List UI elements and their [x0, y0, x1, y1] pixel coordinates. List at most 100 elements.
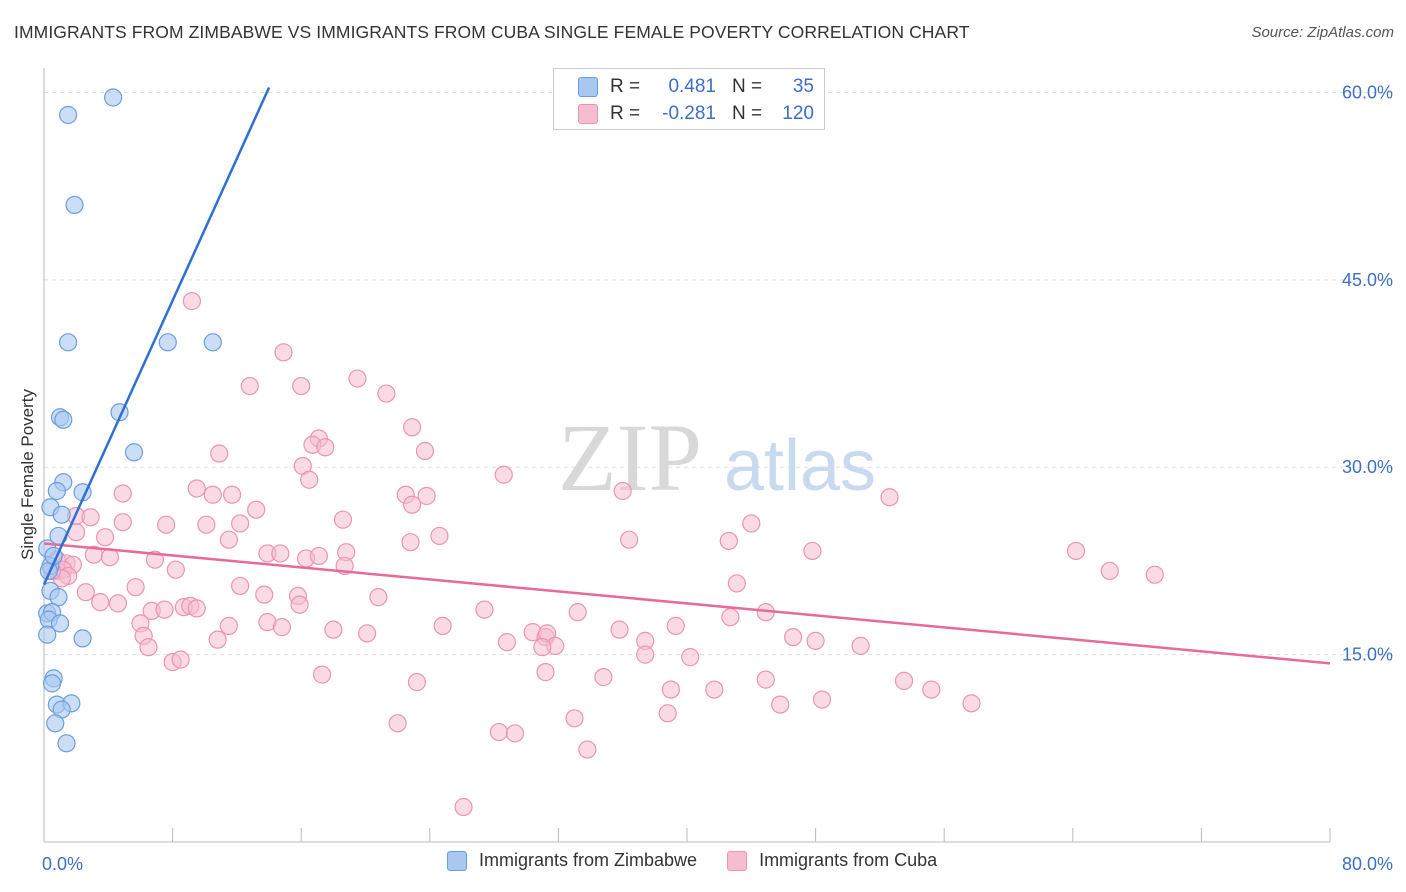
- cuba-point: [962, 694, 981, 713]
- cuba-point: [497, 633, 517, 652]
- cuba-point: [95, 528, 115, 547]
- r-value-cuba: -0.281: [662, 103, 716, 124]
- n-label: N =: [732, 76, 763, 97]
- cuba-swatch: [578, 104, 598, 124]
- cuba-point: [290, 595, 309, 614]
- zimbabwe-trend-line: [42, 86, 271, 586]
- cuba-point: [113, 513, 132, 532]
- cuba-point: [187, 479, 206, 498]
- legend-item-zimbabwe[interactable]: Immigrants from Zimbabwe: [447, 850, 697, 871]
- cuba-point: [433, 616, 452, 635]
- cuba-point: [210, 444, 229, 463]
- cuba-point: [219, 616, 238, 635]
- y-axis-label: Single Female Poverty: [18, 388, 37, 560]
- zimbabwe-points: [38, 88, 222, 753]
- cuba-point: [401, 533, 420, 552]
- cuba-point: [489, 722, 509, 742]
- zimbabwe-point: [42, 674, 62, 693]
- legend-label-cuba: Immigrants from Cuba: [759, 850, 938, 870]
- cuba-point: [292, 376, 311, 396]
- cuba-point: [803, 541, 822, 561]
- zimbabwe-point: [57, 734, 76, 753]
- cuba-point: [1066, 541, 1086, 561]
- x-tick-label: 80.0%: [1342, 854, 1393, 874]
- cuba-point: [565, 709, 584, 728]
- cuba-point: [247, 500, 266, 519]
- cuba-point: [851, 636, 870, 655]
- cuba-point: [505, 724, 525, 743]
- cuba-point: [661, 680, 681, 699]
- cuba-point: [536, 663, 555, 682]
- zimbabwe-point: [50, 614, 70, 633]
- cuba-point: [610, 620, 629, 639]
- cuba-point: [922, 680, 941, 699]
- cuba-point: [756, 670, 775, 689]
- cuba-point: [171, 650, 190, 669]
- source-note: Source: ZipAtlas.com: [1251, 24, 1394, 41]
- cuba-point: [681, 648, 700, 667]
- cuba-point: [272, 618, 292, 637]
- n-value-zimbabwe: 35: [792, 76, 814, 97]
- cuba-point: [377, 384, 396, 403]
- cuba-point: [312, 665, 332, 684]
- cuba-point: [316, 438, 335, 457]
- stats-row-cuba: R = -0.281 N = 120: [578, 101, 814, 127]
- zimbabwe-point: [158, 333, 177, 352]
- zimbabwe-point: [49, 588, 68, 607]
- cuba-point: [255, 585, 274, 604]
- cuba-point: [155, 600, 174, 619]
- cuba-point: [620, 530, 639, 549]
- y-tick-label: 60.0%: [1342, 82, 1393, 102]
- cuba-point: [666, 616, 685, 635]
- cuba-point: [430, 526, 449, 546]
- cuba-trend-line: [43, 542, 1331, 665]
- r-label: R =: [610, 76, 641, 97]
- cuba-point: [812, 690, 832, 709]
- legend-item-cuba[interactable]: Immigrants from Cuba: [727, 850, 937, 871]
- cuba-point: [113, 484, 132, 503]
- cuba-point: [203, 485, 222, 504]
- cuba-point: [309, 546, 328, 566]
- cuba-point: [1100, 561, 1119, 581]
- r-value-zimbabwe: 0.481: [668, 76, 716, 97]
- n-label: N =: [732, 103, 763, 124]
- zimbabwe-point: [38, 625, 57, 644]
- cuba-point: [324, 620, 343, 639]
- zimbabwe-swatch: [578, 77, 598, 97]
- zimbabwe-point: [124, 443, 144, 462]
- cuba-point: [157, 515, 176, 534]
- cuba-point: [76, 583, 95, 602]
- cuba-point: [475, 600, 494, 619]
- n-value-cuba: 120: [782, 103, 814, 124]
- cuba-point: [182, 292, 201, 311]
- cuba-point: [568, 603, 587, 622]
- legend-label-zimbabwe: Immigrants from Zimbabwe: [479, 850, 698, 870]
- cuba-point: [594, 668, 613, 687]
- y-tick-label: 15.0%: [1342, 645, 1393, 665]
- cuba-point: [358, 624, 377, 643]
- cuba-point: [403, 418, 422, 437]
- cuba-legend-swatch: [727, 850, 748, 871]
- zimbabwe-point: [47, 481, 66, 501]
- zimbabwe-point: [54, 410, 73, 429]
- cuba-point: [719, 531, 738, 551]
- cuba-point: [880, 488, 899, 507]
- cuba-point: [388, 714, 407, 733]
- cuba-point: [369, 588, 388, 607]
- cuba-point: [139, 638, 158, 657]
- cuba-point: [454, 797, 473, 817]
- r-label: R =: [610, 103, 641, 124]
- zimbabwe-point: [73, 629, 92, 648]
- cuba-point: [806, 631, 825, 650]
- cuba-point: [742, 514, 761, 533]
- axes: [43, 68, 1331, 843]
- cuba-point: [415, 441, 435, 461]
- cuba-point: [219, 530, 238, 549]
- cuba-point: [727, 574, 746, 593]
- cuba-point: [494, 465, 513, 484]
- cuba-point: [208, 630, 227, 649]
- cuba-point: [783, 628, 803, 647]
- trend-lines: [42, 86, 1331, 665]
- cuba-point: [578, 740, 597, 759]
